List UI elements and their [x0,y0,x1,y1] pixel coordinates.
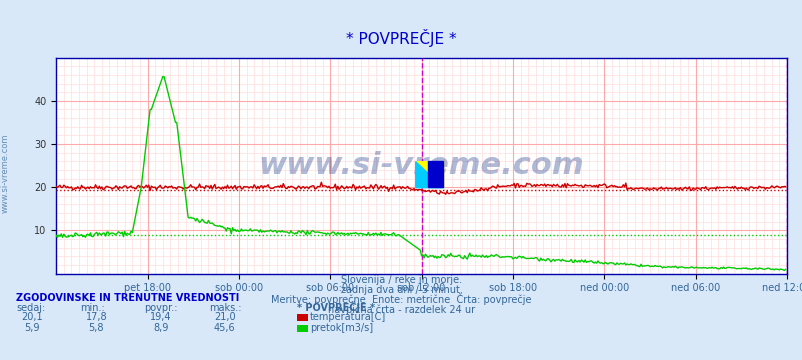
Text: 21,0: 21,0 [214,312,235,323]
Text: sedaj:: sedaj: [16,303,45,314]
Text: 8,9: 8,9 [152,323,168,333]
Text: povpr.:: povpr.: [144,303,178,314]
Polygon shape [427,161,443,187]
Text: 17,8: 17,8 [86,312,107,323]
Text: temperatura[C]: temperatura[C] [310,312,386,323]
Text: www.si-vreme.com: www.si-vreme.com [258,151,584,180]
Text: 19,4: 19,4 [150,312,171,323]
Text: 20,1: 20,1 [22,312,43,323]
Text: * POVPREČJE *: * POVPREČJE * [297,301,375,314]
Text: 5,8: 5,8 [88,323,104,333]
Text: 45,6: 45,6 [214,323,235,333]
Text: 5,9: 5,9 [24,323,40,333]
Text: ZGODOVINSKE IN TRENUTNE VREDNOSTI: ZGODOVINSKE IN TRENUTNE VREDNOSTI [16,293,239,303]
Text: min.:: min.: [80,303,105,314]
Text: pretok[m3/s]: pretok[m3/s] [310,323,373,333]
Text: navpična črta - razdelek 24 ur: navpična črta - razdelek 24 ur [327,304,475,315]
Text: * POVPREČJE *: * POVPREČJE * [346,29,456,47]
Text: maks.:: maks.: [209,303,241,314]
Text: www.si-vreme.com: www.si-vreme.com [1,133,10,212]
Text: zadnja dva dni / 5 minut.: zadnja dva dni / 5 minut. [340,285,462,295]
Text: Meritve: povprečne  Enote: metrične  Črta: povprečje: Meritve: povprečne Enote: metrične Črta:… [271,293,531,305]
Text: Slovenija / reke in morje.: Slovenija / reke in morje. [341,275,461,285]
